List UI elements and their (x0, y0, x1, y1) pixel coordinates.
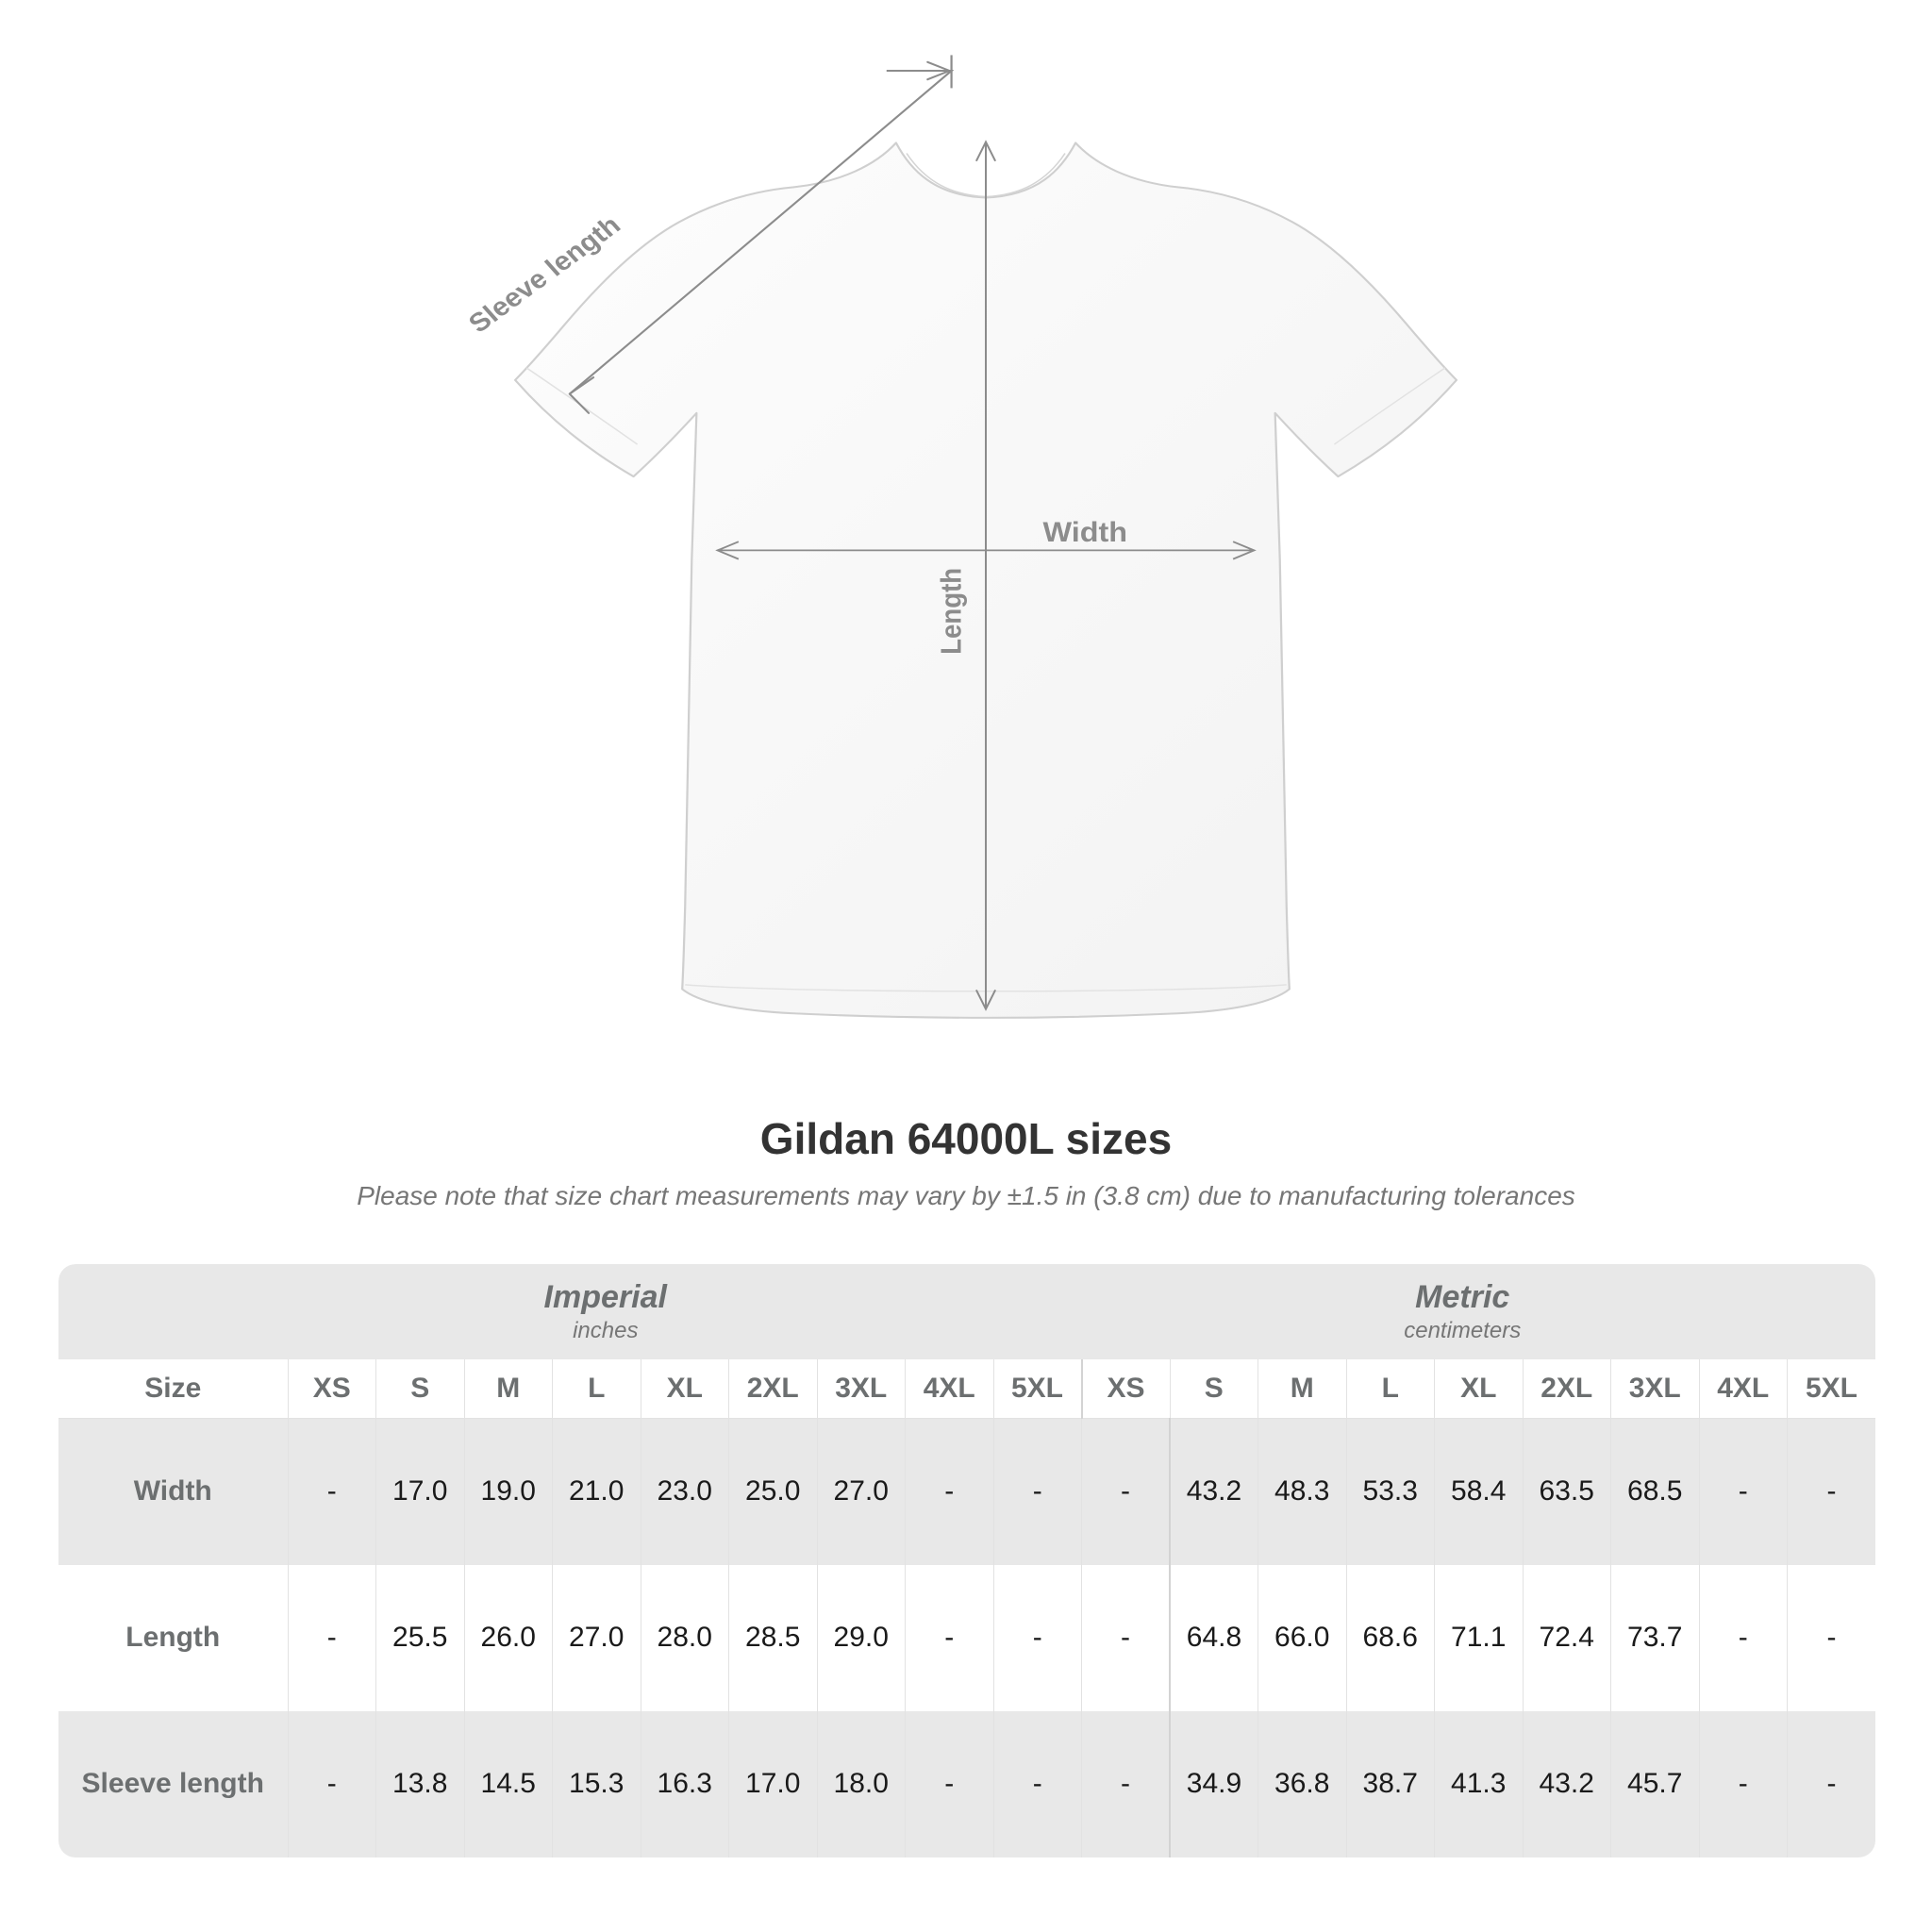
svg-text:Length: Length (937, 568, 968, 655)
svg-text:Width: Width (1042, 517, 1127, 548)
